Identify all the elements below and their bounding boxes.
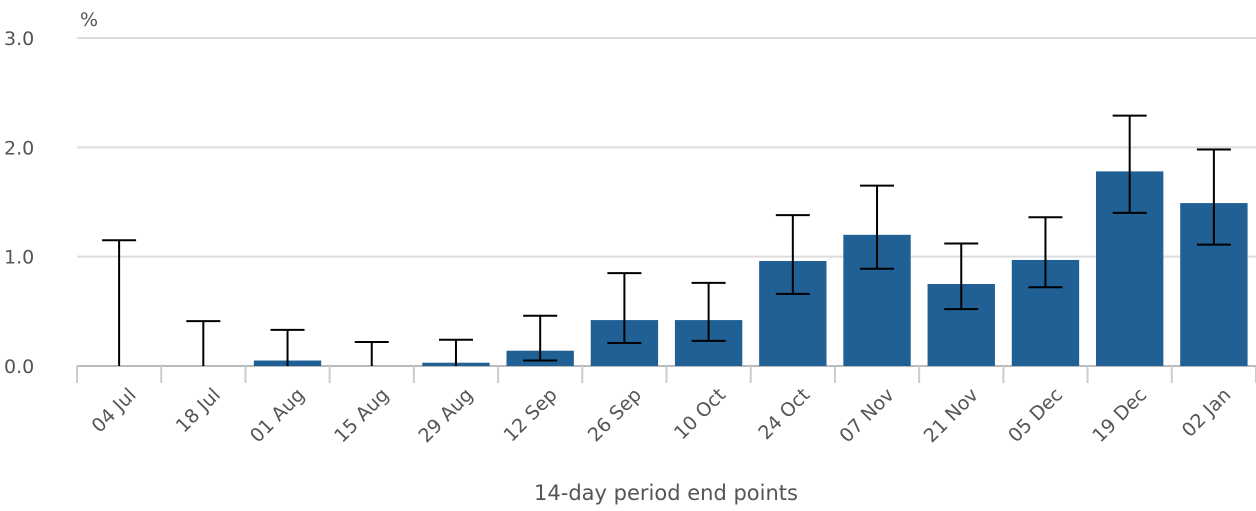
y-tick-label: 3.0	[4, 28, 34, 50]
x-tick-label: 21 Nov	[920, 384, 983, 447]
x-tick-label: 24 Oct	[754, 384, 814, 444]
y-tick-label: 1.0	[4, 247, 34, 269]
x-axis-title: 14-day period end points	[534, 481, 798, 505]
x-tick-label: 26 Sep	[584, 384, 646, 446]
x-tick-label: 01 Aug	[246, 384, 309, 447]
x-tick-label: 12 Sep	[499, 384, 561, 446]
x-tick-label: 18 Jul	[172, 384, 225, 437]
x-tick-label: 02 Jan	[1178, 384, 1236, 442]
x-tick-label: 04 Jul	[88, 384, 141, 437]
y-unit: %	[80, 9, 98, 31]
x-tick-label: 07 Nov	[835, 384, 898, 447]
x-tick-label: 19 Dec	[1088, 384, 1151, 447]
x-tick-label: 10 Oct	[670, 384, 730, 444]
x-tick-label: 29 Aug	[414, 384, 477, 447]
y-tick-label: 0.0	[4, 356, 34, 378]
y-tick-label: 2.0	[4, 137, 34, 159]
x-tick-label: 15 Aug	[330, 384, 393, 447]
x-tick-label: 05 Dec	[1004, 384, 1067, 447]
